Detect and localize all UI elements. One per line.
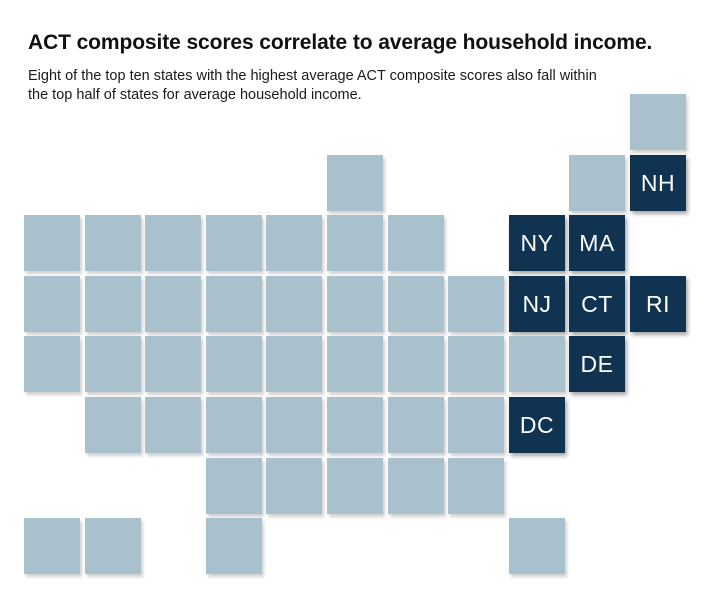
state-tile xyxy=(206,215,262,271)
state-tile xyxy=(266,336,322,392)
state-tile xyxy=(145,215,201,271)
state-tile xyxy=(85,397,141,453)
state-tile xyxy=(327,276,383,332)
state-tile xyxy=(145,336,201,392)
state-tile xyxy=(509,336,565,392)
state-tile xyxy=(388,336,444,392)
state-tile xyxy=(388,215,444,271)
state-tile-ct: CT xyxy=(569,276,625,332)
state-tile-ny: NY xyxy=(509,215,565,271)
state-tile xyxy=(266,397,322,453)
state-tile xyxy=(569,155,625,211)
state-tile xyxy=(266,276,322,332)
state-tile xyxy=(206,276,262,332)
state-tile xyxy=(448,458,504,514)
state-tile-ma: MA xyxy=(569,215,625,271)
state-tile xyxy=(24,518,80,574)
state-tile xyxy=(327,336,383,392)
state-tile xyxy=(327,397,383,453)
state-tile xyxy=(206,397,262,453)
state-tile xyxy=(327,215,383,271)
state-tile xyxy=(24,336,80,392)
state-tile xyxy=(85,518,141,574)
state-tile xyxy=(145,276,201,332)
state-tile xyxy=(206,518,262,574)
state-tile-nh: NH xyxy=(630,155,686,211)
state-tile xyxy=(448,397,504,453)
state-tile xyxy=(24,215,80,271)
state-tile xyxy=(448,336,504,392)
state-tile xyxy=(85,215,141,271)
state-tile xyxy=(85,336,141,392)
state-tile xyxy=(206,458,262,514)
state-tile xyxy=(448,276,504,332)
state-tile xyxy=(388,397,444,453)
state-tile xyxy=(85,276,141,332)
state-tile xyxy=(327,458,383,514)
state-tile-ri: RI xyxy=(630,276,686,332)
state-tile-dc: DC xyxy=(509,397,565,453)
chart-subtitle: Eight of the top ten states with the hig… xyxy=(28,68,597,103)
state-tile xyxy=(24,276,80,332)
state-tile-de: DE xyxy=(569,336,625,392)
state-tile xyxy=(327,155,383,211)
state-tile-nj: NJ xyxy=(509,276,565,332)
state-tile xyxy=(388,276,444,332)
state-tile xyxy=(630,94,686,150)
chart-title: ACT composite scores correlate to averag… xyxy=(28,31,653,54)
state-tile xyxy=(388,458,444,514)
state-tile xyxy=(266,458,322,514)
state-tile xyxy=(206,336,262,392)
state-tile xyxy=(266,215,322,271)
state-tile xyxy=(145,397,201,453)
state-tile xyxy=(509,518,565,574)
